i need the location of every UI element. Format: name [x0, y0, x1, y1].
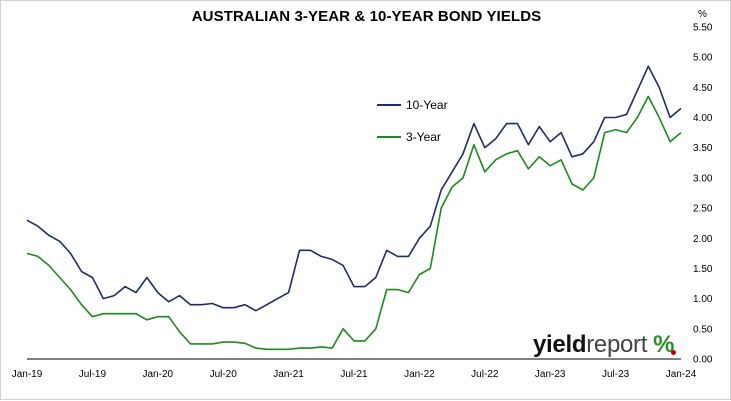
x-tick-label: Jan-19: [12, 369, 43, 380]
series-line-3-year: [26, 95, 682, 351]
y-tick-label: 4.00: [693, 113, 713, 124]
x-tick-label: Jan-20: [143, 369, 174, 380]
yieldreport-logo: yieldreport%: [533, 331, 677, 359]
x-tick-label: Jan-21: [273, 369, 304, 380]
x-tick-label: Jul-23: [602, 369, 630, 380]
y-tick-label: 3.50: [693, 143, 713, 154]
chart-title: AUSTRALIAN 3-YEAR & 10-YEAR BOND YIELDS: [191, 8, 542, 25]
x-tick-label: Jan-23: [535, 369, 566, 380]
y-tick-label: 5.50: [693, 23, 713, 34]
y-tick-label: 2.00: [693, 234, 713, 245]
y-axis-ticks: 0.00 0.50 1.00 1.50 2.00 2.50 3.00 3.50 4.00 4.50…: [693, 23, 713, 366]
logo-percent-text: %: [653, 331, 675, 358]
x-tick-label: Jan-24: [666, 369, 697, 380]
legend-label-3-year: 3-Year: [406, 130, 441, 144]
chart-legend: 10-Year 3-Year: [377, 98, 448, 144]
legend-label-10-year: 10-Year: [406, 98, 448, 112]
y-tick-label: 0.00: [693, 355, 713, 366]
logo-percent-symbol: %: [653, 331, 677, 358]
series-lines: [26, 65, 682, 351]
x-tick-label: Jul-20: [210, 369, 238, 380]
y-tick-label: 3.00: [693, 173, 713, 184]
x-tick-label: Jan-22: [404, 369, 435, 380]
y-axis-unit-label: %: [698, 9, 707, 20]
y-tick-label: 4.50: [693, 83, 713, 94]
y-tick-label: 1.50: [693, 264, 713, 275]
logo-text-light: report: [586, 331, 648, 358]
x-tick-label: Jul-22: [471, 369, 499, 380]
x-tick-label: Jul-21: [340, 369, 368, 380]
logo-dot-icon: [671, 350, 677, 355]
y-tick-label: 0.50: [693, 324, 713, 335]
x-axis-ticks: Jan-19 Jul-19 Jan-20 Jul-20 Jan-21 Jul-21 Jan-…: [12, 369, 697, 380]
y-tick-label: 2.50: [693, 204, 713, 215]
logo-text-bold: yield: [533, 331, 587, 358]
y-tick-label: 1.00: [693, 294, 713, 305]
series-line-10-year: [26, 65, 682, 312]
y-tick-label: 5.00: [693, 53, 713, 64]
x-tick-label: Jul-19: [79, 369, 107, 380]
